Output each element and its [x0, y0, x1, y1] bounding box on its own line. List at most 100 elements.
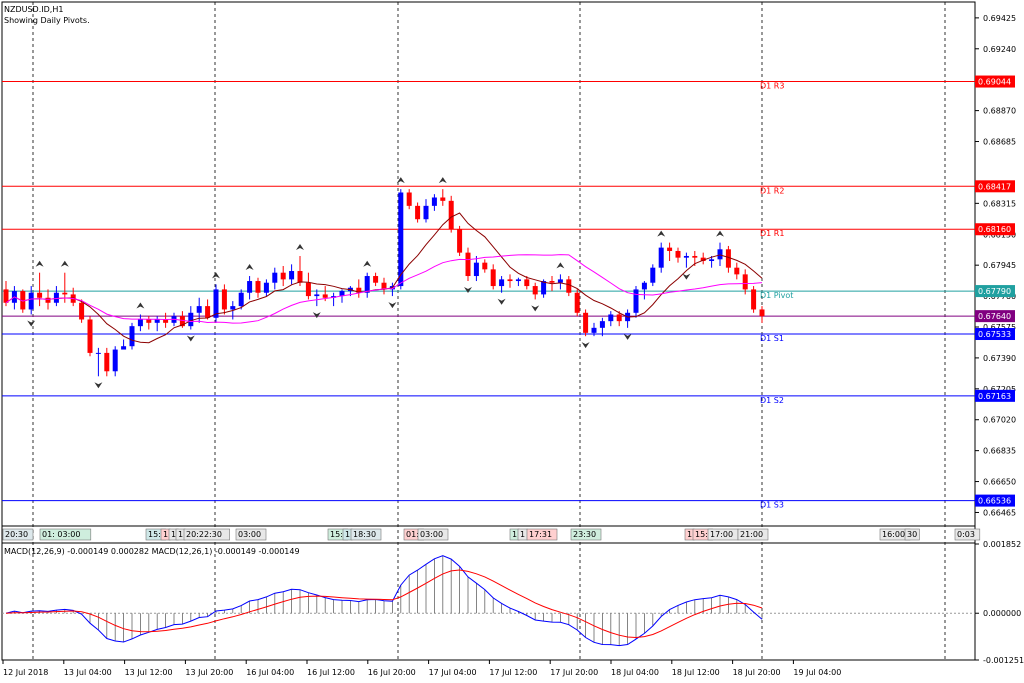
candle-body	[499, 279, 505, 287]
candle-body	[322, 294, 328, 298]
candle-body	[440, 197, 446, 201]
pivot-price-value: 0.66536	[978, 497, 1011, 506]
candlestick-series	[3, 189, 765, 377]
fractal-up-arrow	[212, 272, 220, 279]
pivot-label: D1 S2	[760, 396, 784, 405]
time-tick-label: 19 Jul 04:00	[793, 668, 841, 677]
candle-body	[734, 267, 740, 275]
session-tag-text: 20:30	[5, 530, 28, 539]
fractal-up-arrow	[716, 230, 724, 237]
price-tick-label: 0.66650	[983, 478, 1016, 487]
candle-body	[717, 249, 723, 260]
session-tag-text: 01:	[406, 530, 419, 539]
candle-body	[305, 282, 311, 297]
candle-body	[314, 294, 320, 297]
pivot-price-value: 0.67533	[978, 330, 1011, 339]
candle-body	[599, 321, 605, 328]
session-tag-text: 1	[345, 530, 350, 539]
candle-body	[709, 259, 715, 261]
candle-body	[339, 291, 345, 297]
symbol-title: NZDUSD.ID,H1	[4, 5, 63, 14]
fractal-down-arrow	[581, 342, 590, 349]
candle-body	[20, 291, 26, 310]
time-tick-label: 12 Jul 2018	[3, 668, 48, 677]
candle-body	[583, 312, 589, 333]
candle-body	[532, 286, 538, 295]
price-tick-label: 0.69425	[983, 14, 1016, 23]
time-tick-label: 17 Jul 20:00	[550, 668, 598, 677]
pivot-lines	[2, 81, 975, 502]
candle-body	[154, 319, 160, 323]
session-tag	[350, 528, 382, 541]
candle-body	[700, 257, 706, 261]
session-tag	[235, 528, 267, 541]
candle-body	[280, 272, 286, 280]
session-tag-text: 16:00	[882, 530, 905, 539]
candle-body	[373, 276, 379, 283]
fractal-down-arrow	[388, 302, 397, 309]
pivot-label: D1 S1	[760, 334, 784, 343]
candle-body	[263, 282, 269, 293]
session-tag-text: 1	[178, 530, 183, 539]
pivot-price-box	[975, 75, 1015, 88]
candle-body	[482, 262, 488, 270]
candle-body	[683, 255, 689, 258]
candle-body	[725, 249, 731, 268]
candle-body	[213, 289, 219, 318]
candle-body	[692, 255, 698, 258]
pivot-price-box	[975, 494, 1015, 507]
candle-body	[515, 279, 521, 282]
session-tag-text: 1	[171, 530, 176, 539]
session-tag-text: 1	[512, 530, 517, 539]
fractal-down-arrow	[531, 305, 540, 312]
pivot-label: D1 R1	[760, 229, 784, 238]
fractal-up-arrow	[438, 177, 447, 184]
fractal-up-arrow	[136, 302, 145, 309]
time-tick-label: 18 Jul 04:00	[611, 668, 659, 677]
session-tag-text: 21:00	[740, 530, 763, 539]
candle-body	[742, 274, 748, 290]
price-axis: 0.69425 0.69240 0.68870 0.68685 0.68315 0.681…	[975, 14, 1016, 517]
time-tick-label: 18 Jul 20:00	[733, 668, 781, 677]
candle-body	[3, 289, 9, 303]
candle-body	[137, 319, 143, 327]
candle-body	[641, 282, 647, 290]
candle-body	[541, 281, 547, 295]
fractal-up-arrow	[363, 260, 372, 267]
session-tag-text: 15:	[148, 530, 161, 539]
pivot-labels: D1 R3 0.69044 D1 R2 0.68417 D1 R1 0.68160 D1 P…	[760, 75, 1015, 510]
session-tag	[2, 528, 34, 541]
pivot-label: D1 R2	[760, 186, 784, 195]
session-tag-text: 0:03	[957, 530, 975, 539]
fractal-down-arrow	[682, 273, 691, 280]
fractal-down-arrow	[186, 335, 195, 342]
candle-body	[356, 287, 362, 293]
fractal-up-arrow	[60, 260, 69, 267]
time-tick-label: 16 Jul 12:00	[307, 668, 355, 677]
candle-body	[557, 279, 563, 283]
macd-tick-label: 0.000000	[983, 609, 1021, 618]
time-tick-label: 13 Jul 12:00	[125, 668, 173, 677]
pivot-price-value: 0.68417	[978, 182, 1011, 191]
session-tags-row: 20:30 01: 03:00 15: 1 1 1 20:22:30 03:00 15: 1 18:…	[2, 528, 981, 541]
session-tag	[183, 528, 230, 541]
session-tag-text: 03:00	[238, 530, 261, 539]
price-tick-label: 0.67205	[983, 385, 1016, 394]
fractal-down-arrow	[497, 298, 506, 305]
candle-body	[549, 281, 555, 283]
session-tag-text: 17:31	[529, 530, 552, 539]
fractal-down-arrow	[312, 312, 321, 319]
time-axis: 12 Jul 2018 13 Jul 04:00 13 Jul 12:00 13 Ju…	[2, 660, 841, 677]
candle-body	[415, 205, 421, 220]
fractal-up-arrow	[245, 264, 254, 271]
session-tag	[570, 528, 602, 541]
candle-body	[364, 276, 370, 293]
candle-body	[616, 314, 622, 322]
candle-body	[79, 302, 85, 320]
candle-body	[658, 247, 664, 268]
candle-body	[95, 352, 101, 354]
candle-body	[406, 192, 412, 206]
pivot-price-value: 0.67163	[978, 392, 1011, 401]
session-tag-text: 15:	[695, 530, 708, 539]
